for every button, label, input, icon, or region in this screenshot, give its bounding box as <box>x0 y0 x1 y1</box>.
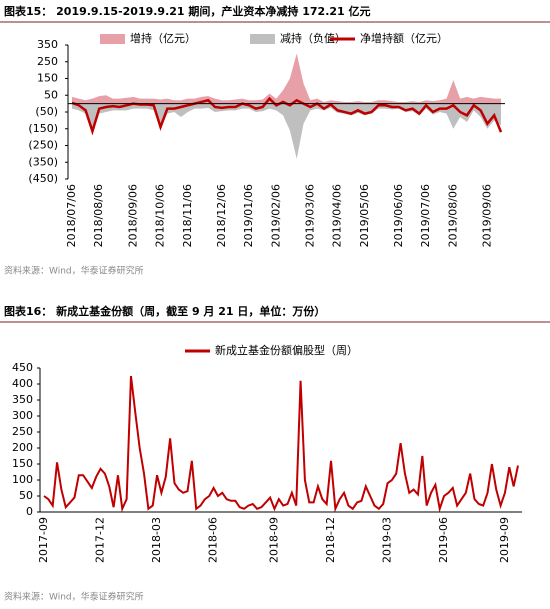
x-tick-label: 2018/11/06 <box>181 184 194 247</box>
x-tick-label: 2019/05/06 <box>358 184 371 247</box>
x-tick-label: 2019/08/06 <box>446 184 459 247</box>
y-tick-label: (350) <box>28 155 58 168</box>
x-tick-label: 2018-12 <box>324 517 337 563</box>
x-tick-group: 2019-03 <box>381 517 394 563</box>
y-tick-label: 150 <box>37 72 58 85</box>
legend-swatch <box>250 34 275 44</box>
legend-swatch <box>100 34 125 44</box>
y-tick-label: 250 <box>12 425 33 438</box>
x-tick-group: 2018-09 <box>267 517 280 563</box>
x-tick-group: 2019/02/06 <box>269 184 282 247</box>
x-tick-group: 2019/03/06 <box>303 184 316 247</box>
x-tick-label: 2019/09/06 <box>480 184 493 247</box>
legend-label: 净增持额（亿元） <box>360 31 448 45</box>
x-tick-group: 2019/01/06 <box>242 184 255 247</box>
x-tick-group: 2018-06 <box>207 517 220 563</box>
x-tick-group: 2019/06/06 <box>392 184 405 247</box>
y-tick-label: 50 <box>44 88 58 101</box>
x-tick-label: 2019-09 <box>498 517 511 563</box>
x-tick-label: 2018/10/06 <box>154 184 167 247</box>
y-tick-label: 350 <box>12 393 33 406</box>
x-tick-label: 2019/02/06 <box>269 184 282 247</box>
x-tick-group: 2018/10/06 <box>154 184 167 247</box>
area-series <box>72 53 501 104</box>
y-tick-label: 450 <box>12 361 33 374</box>
x-tick-group: 2018/09/06 <box>126 184 139 247</box>
x-tick-label: 2018/09/06 <box>126 184 139 247</box>
x-tick-label: 2018/08/06 <box>92 184 105 247</box>
chart-title: 图表16： 新成立基金份额（周，截至 9 月 21 日，单位：万份） <box>4 304 325 318</box>
line-series <box>43 375 519 513</box>
y-tick-label: 300 <box>12 409 33 422</box>
y-tick-label: (150) <box>28 122 58 135</box>
y-tick-label: 100 <box>12 473 33 486</box>
y-tick-label: 400 <box>12 377 33 390</box>
x-tick-label: 2019/03/06 <box>303 184 316 247</box>
x-tick-label: 2019/04/06 <box>331 184 344 247</box>
x-tick-group: 2019/05/06 <box>358 184 371 247</box>
y-tick-label: 200 <box>12 441 33 454</box>
x-tick-label: 2018-09 <box>267 517 280 563</box>
x-tick-group: 2018/08/06 <box>92 184 105 247</box>
x-tick-group: 2018/11/06 <box>181 184 194 247</box>
source-note: 资料来源：Wind，华泰证券研究所 <box>4 591 144 603</box>
x-tick-label: 2019/06/06 <box>392 184 405 247</box>
x-tick-group: 2017-12 <box>94 517 107 563</box>
x-tick-group: 2018-03 <box>150 517 163 563</box>
x-tick-group: 2017-09 <box>37 517 50 563</box>
legend-label: 减持（负值） <box>280 31 346 45</box>
x-tick-group: 2019/09/06 <box>480 184 493 247</box>
x-tick-label: 2018/12/06 <box>215 184 228 247</box>
chart-title: 图表15： 2019.9.15-2019.9.21 期间，产业资本净减持 172… <box>4 4 371 18</box>
x-tick-group: 2019/07/06 <box>419 184 432 247</box>
x-tick-label: 2018/07/06 <box>65 184 78 247</box>
y-tick-label: 0 <box>26 505 33 518</box>
y-tick-label: 50 <box>19 489 33 502</box>
x-tick-group: 2019-09 <box>498 517 511 563</box>
x-tick-group: 2019/04/06 <box>331 184 344 247</box>
legend-label: 增持（亿元） <box>130 31 196 45</box>
y-tick-label: 250 <box>37 55 58 68</box>
area-series <box>72 103 501 159</box>
x-tick-group: 2019-06 <box>437 517 450 563</box>
legend-label: 新成立基金份额偏股型（周） <box>215 343 358 357</box>
x-tick-label: 2019-03 <box>381 517 394 563</box>
x-tick-label: 2019-06 <box>437 517 450 563</box>
x-tick-group: 2018/07/06 <box>65 184 78 247</box>
x-tick-label: 2017-12 <box>94 517 107 563</box>
y-tick-label: 150 <box>12 457 33 470</box>
source-note: 资料来源：Wind，华泰证券研究所 <box>4 265 144 277</box>
x-tick-label: 2017-09 <box>37 517 50 563</box>
x-tick-label: 2018-06 <box>207 517 220 563</box>
x-tick-label: 2018-03 <box>150 517 163 563</box>
x-tick-group: 2018/12/06 <box>215 184 228 247</box>
y-tick-label: (250) <box>28 139 58 152</box>
x-tick-group: 2018-12 <box>324 517 337 563</box>
y-tick-label: (50) <box>35 105 58 118</box>
x-tick-label: 2019/07/06 <box>419 184 432 247</box>
y-tick-label: (450) <box>28 172 58 185</box>
y-tick-label: 350 <box>37 38 58 51</box>
x-tick-group: 2019/08/06 <box>446 184 459 247</box>
x-tick-label: 2019/01/06 <box>242 184 255 247</box>
